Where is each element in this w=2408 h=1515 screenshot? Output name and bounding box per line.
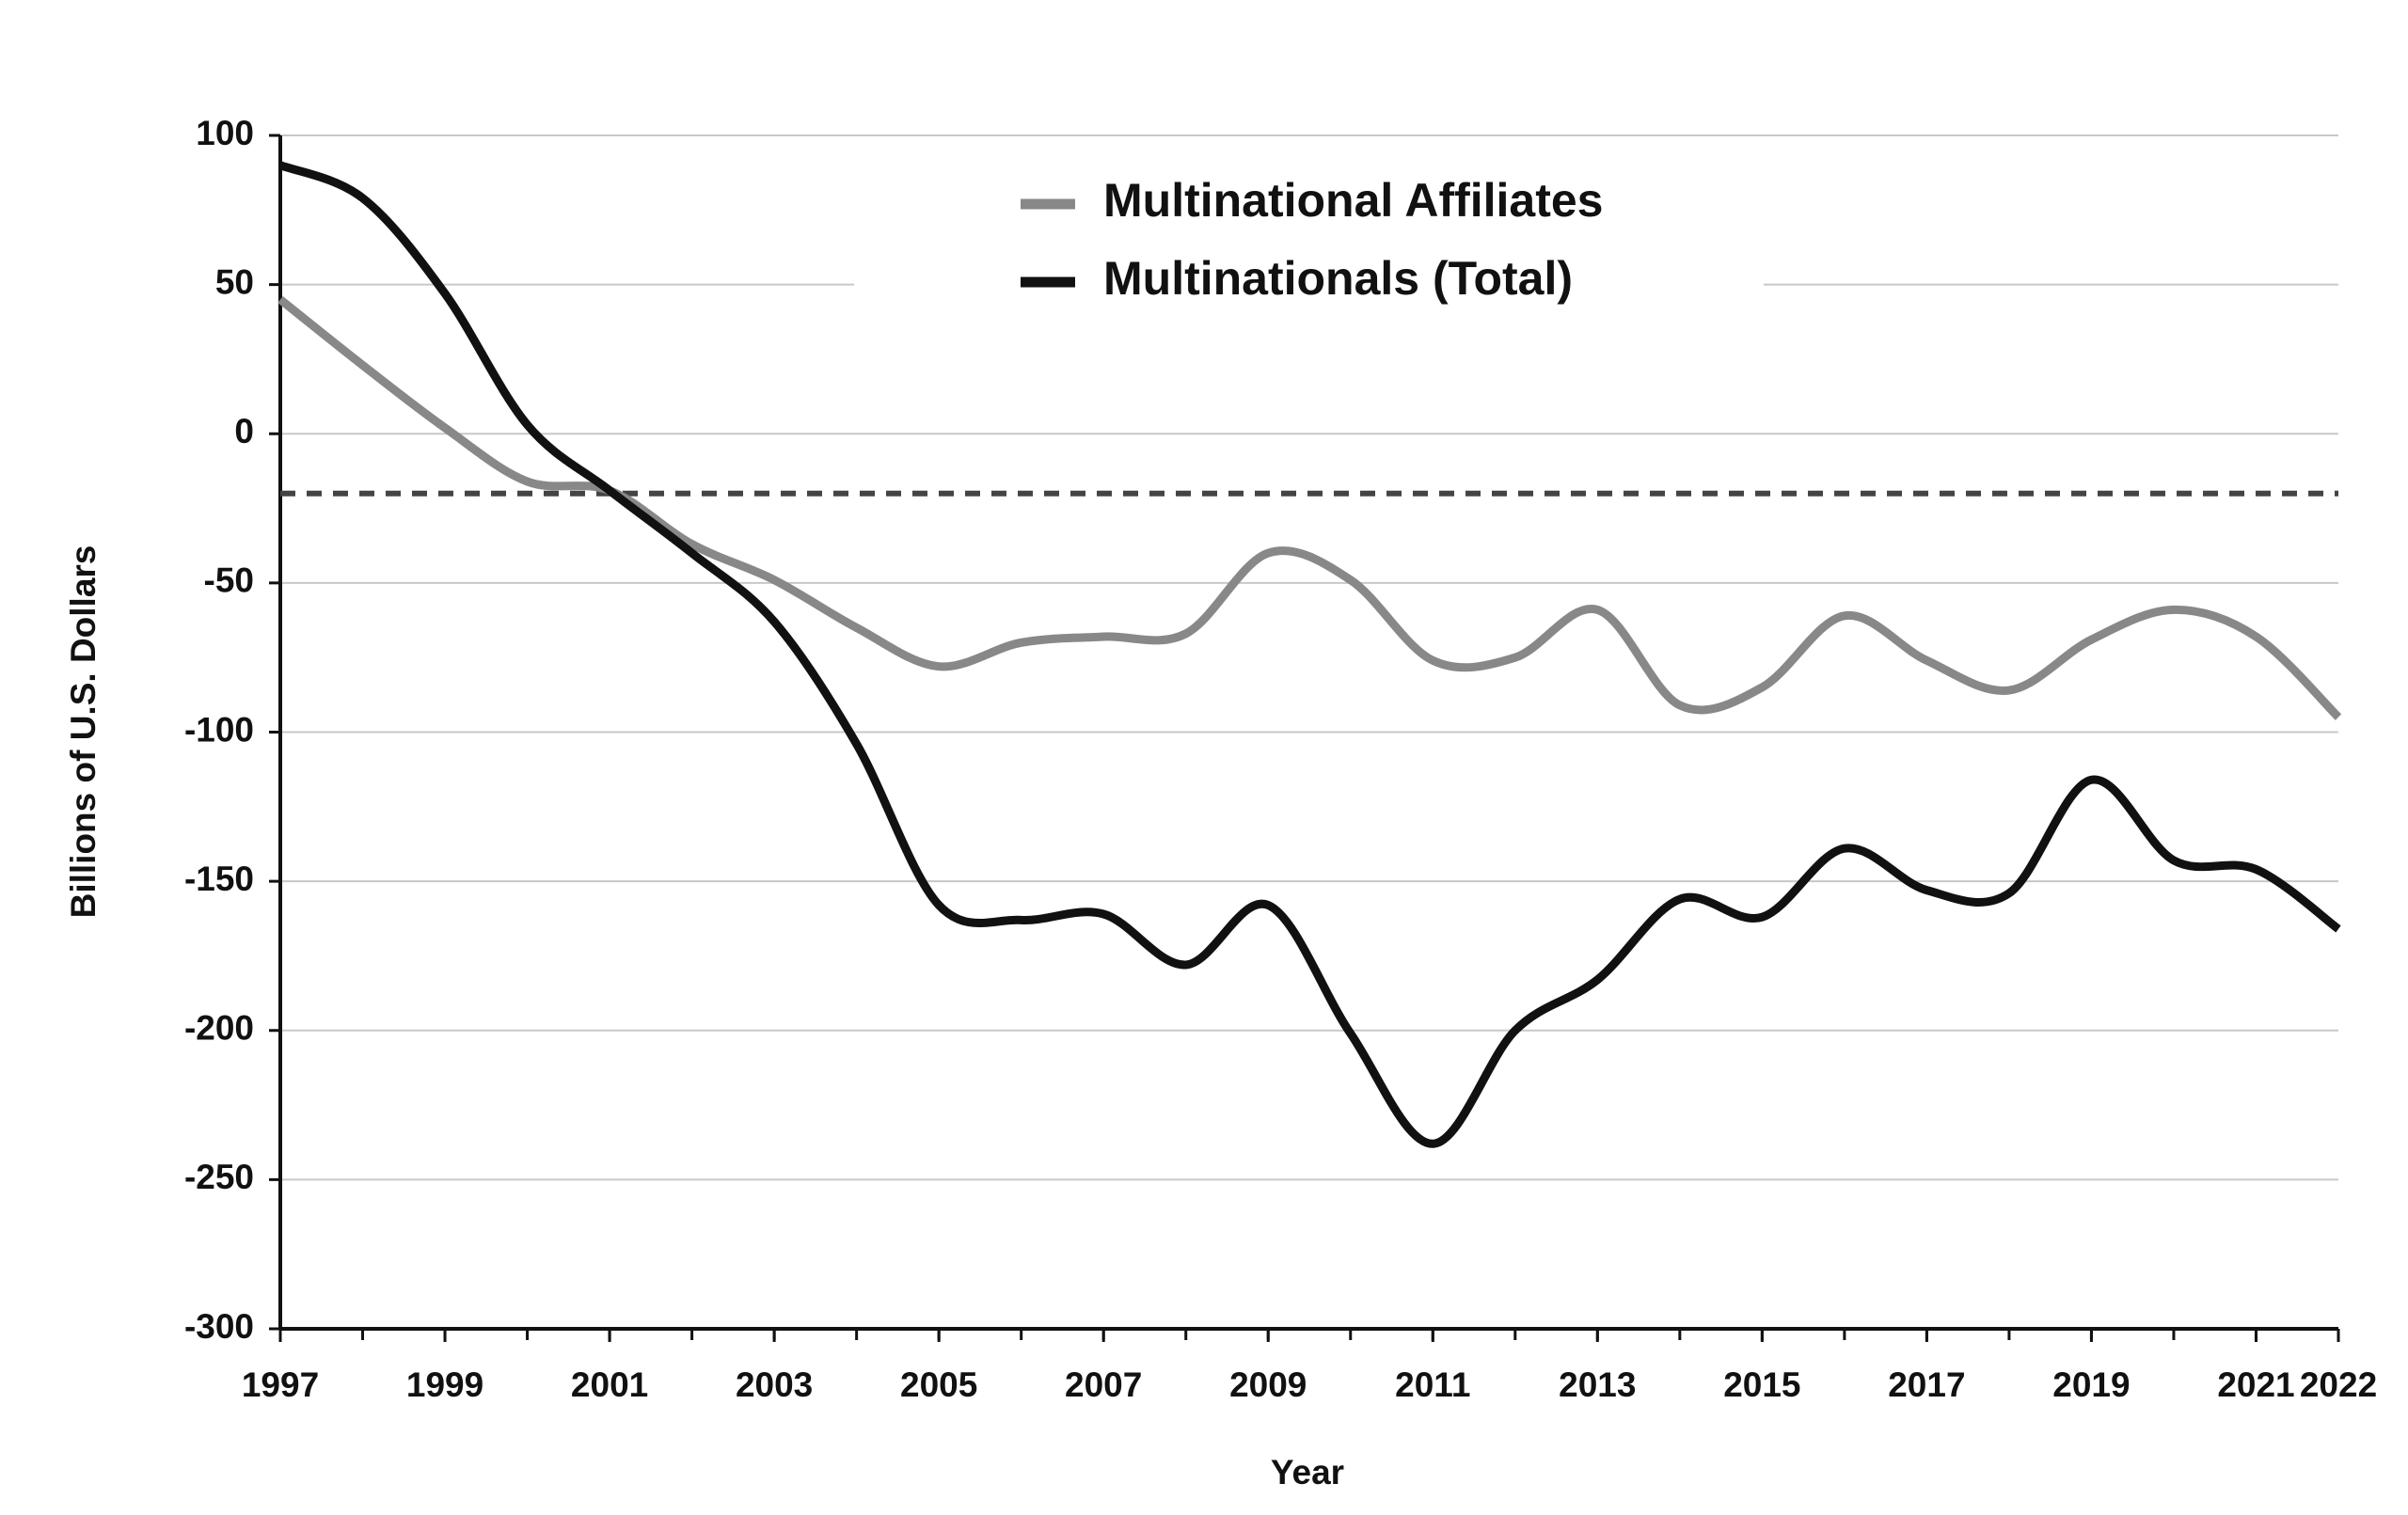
x-tick-label: 2015 [1723,1365,1800,1404]
y-tick-label: -150 [184,860,254,898]
legend-background [854,160,1764,320]
x-tick-label: 2013 [1559,1365,1636,1404]
x-tick-label: 2009 [1229,1365,1307,1404]
x-tick-label: 2022 [2300,1365,2377,1404]
y-tick-label: 0 [234,412,254,450]
x-tick-label: 2021 [2217,1365,2294,1404]
y-tick-label: 100 [196,114,254,152]
y-tick-label: -300 [184,1307,254,1346]
x-tick-label: 2017 [1888,1365,1965,1404]
x-tick-label: 2011 [1395,1365,1470,1404]
x-tick-label: 1999 [406,1365,483,1404]
x-tick-label: 2007 [1065,1365,1142,1404]
series-line [278,161,2341,1148]
x-axis-label: Year [1271,1453,1344,1491]
y-tick-label: -250 [184,1158,254,1196]
y-tick-label: -50 [204,561,254,600]
legend-label: Multinationals (Total) [1103,252,1573,305]
y-tick-label: -200 [184,1009,254,1048]
y-tick-label: 50 [215,262,254,301]
series-line [277,295,2342,720]
x-tick-label: 2019 [2052,1365,2130,1404]
y-axis-label: Billions of U.S. Dollars [64,545,103,919]
x-tick-label: 1997 [242,1365,319,1404]
x-tick-label: 2001 [571,1365,648,1404]
x-tick-label: 2003 [736,1365,813,1404]
y-tick-label: -100 [184,710,254,749]
x-tick-label: 2005 [900,1365,977,1404]
legend-label: Multinational Affiliates [1103,174,1604,227]
